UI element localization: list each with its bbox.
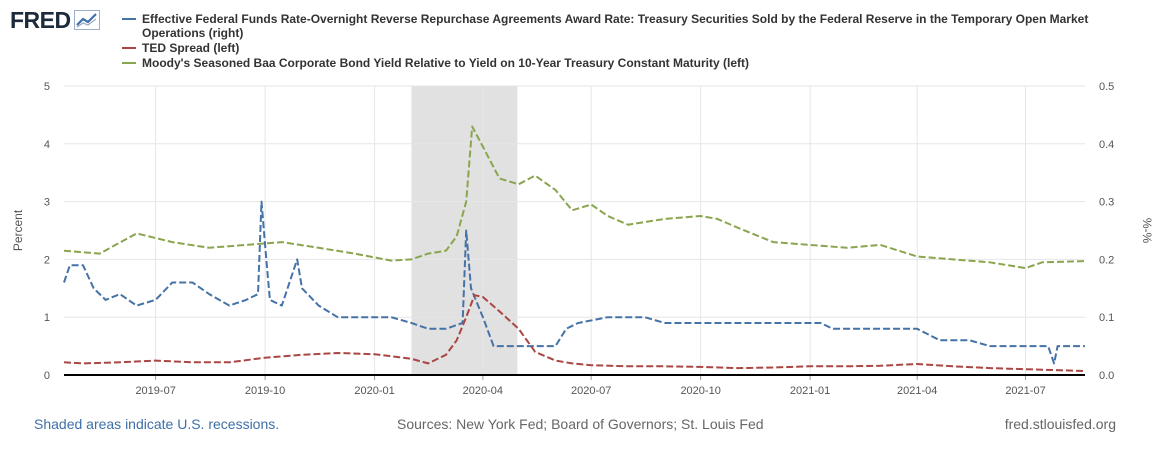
y-right-axis-title: %-% <box>1140 218 1154 244</box>
series-fed-funds-rrp <box>63 200 1085 365</box>
legend-swatch <box>122 18 136 20</box>
series-baa-spread <box>63 125 1086 270</box>
x-tick-label: 2019-10 <box>245 385 285 397</box>
y-right-tick-label: 0.0 <box>1099 370 1114 382</box>
sources-note: Sources: New York Fed; Board of Governor… <box>397 416 764 432</box>
y-left-axis-title: Percent <box>11 209 25 251</box>
legend-item-baa-spread[interactable]: Moody's Seasoned Baa Corporate Bond Yiel… <box>122 56 1102 70</box>
chart-header: FRED Effective Federal Funds Rate-Overni… <box>0 0 1168 80</box>
y-left-tick-label: 3 <box>44 197 50 209</box>
y-right-tick-label: 0.3 <box>1099 197 1114 209</box>
fred-graph-icon <box>73 10 100 30</box>
x-tick-label: 2020-04 <box>463 385 503 397</box>
legend-label: Effective Federal Funds Rate-Overnight R… <box>142 12 1089 40</box>
x-tick-label: 2021-01 <box>790 385 830 397</box>
y-right-tick-label: 0.4 <box>1099 139 1114 151</box>
x-tick-label: 2021-04 <box>897 385 937 397</box>
legend-item-fed-funds-rrp[interactable]: Effective Federal Funds Rate-Overnight R… <box>122 12 1102 40</box>
series-ted-spread <box>63 294 1086 372</box>
legend-label: Moody's Seasoned Baa Corporate Bond Yiel… <box>142 56 749 70</box>
recession-note: Shaded areas indicate U.S. recessions. <box>34 416 280 432</box>
y-left-tick-label: 2 <box>44 254 50 266</box>
legend-label: TED Spread (left) <box>142 41 240 55</box>
y-right-tick-label: 0.1 <box>1099 312 1114 324</box>
chart-legend: Effective Federal Funds Rate-Overnight R… <box>122 12 1102 71</box>
line-chart: 0 1 2 3 4 5 0.0 0.1 0.2 0.3 0.4 0.5 2019-07 2019-10 20… <box>11 81 1154 397</box>
fred-logo[interactable]: FRED <box>10 6 100 34</box>
y-right-tick-label: 0.2 <box>1099 254 1114 266</box>
legend-item-ted-spread[interactable]: TED Spread (left) <box>122 41 1102 55</box>
x-tick-label: 2021-07 <box>1005 385 1045 397</box>
y-left-tick-label: 0 <box>44 370 50 382</box>
chart-footer: Shaded areas indicate U.S. recessions. S… <box>0 410 1168 440</box>
legend-swatch <box>122 62 136 64</box>
x-tick-label: 2020-10 <box>680 385 720 397</box>
x-tick-label: 2020-01 <box>354 385 394 397</box>
y-left-tick-label: 4 <box>44 139 50 151</box>
chart-area: 0 1 2 3 4 5 0.0 0.1 0.2 0.3 0.4 0.5 2019-07 2019-10 20… <box>0 78 1168 398</box>
recession-shading <box>411 86 518 375</box>
fred-logo-text: FRED <box>10 7 71 33</box>
site-link[interactable]: fred.stlouisfed.org <box>1004 416 1116 432</box>
y-right-tick-label: 0.5 <box>1099 81 1114 93</box>
x-tick-label: 2020-07 <box>571 385 611 397</box>
x-tick-label: 2019-07 <box>135 385 175 397</box>
y-left-tick-label: 1 <box>44 312 50 324</box>
y-left-tick-label: 5 <box>44 81 50 93</box>
legend-swatch <box>122 47 136 49</box>
